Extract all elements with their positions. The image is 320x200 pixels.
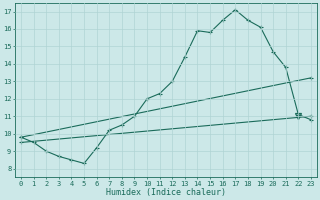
X-axis label: Humidex (Indice chaleur): Humidex (Indice chaleur) — [106, 188, 226, 197]
